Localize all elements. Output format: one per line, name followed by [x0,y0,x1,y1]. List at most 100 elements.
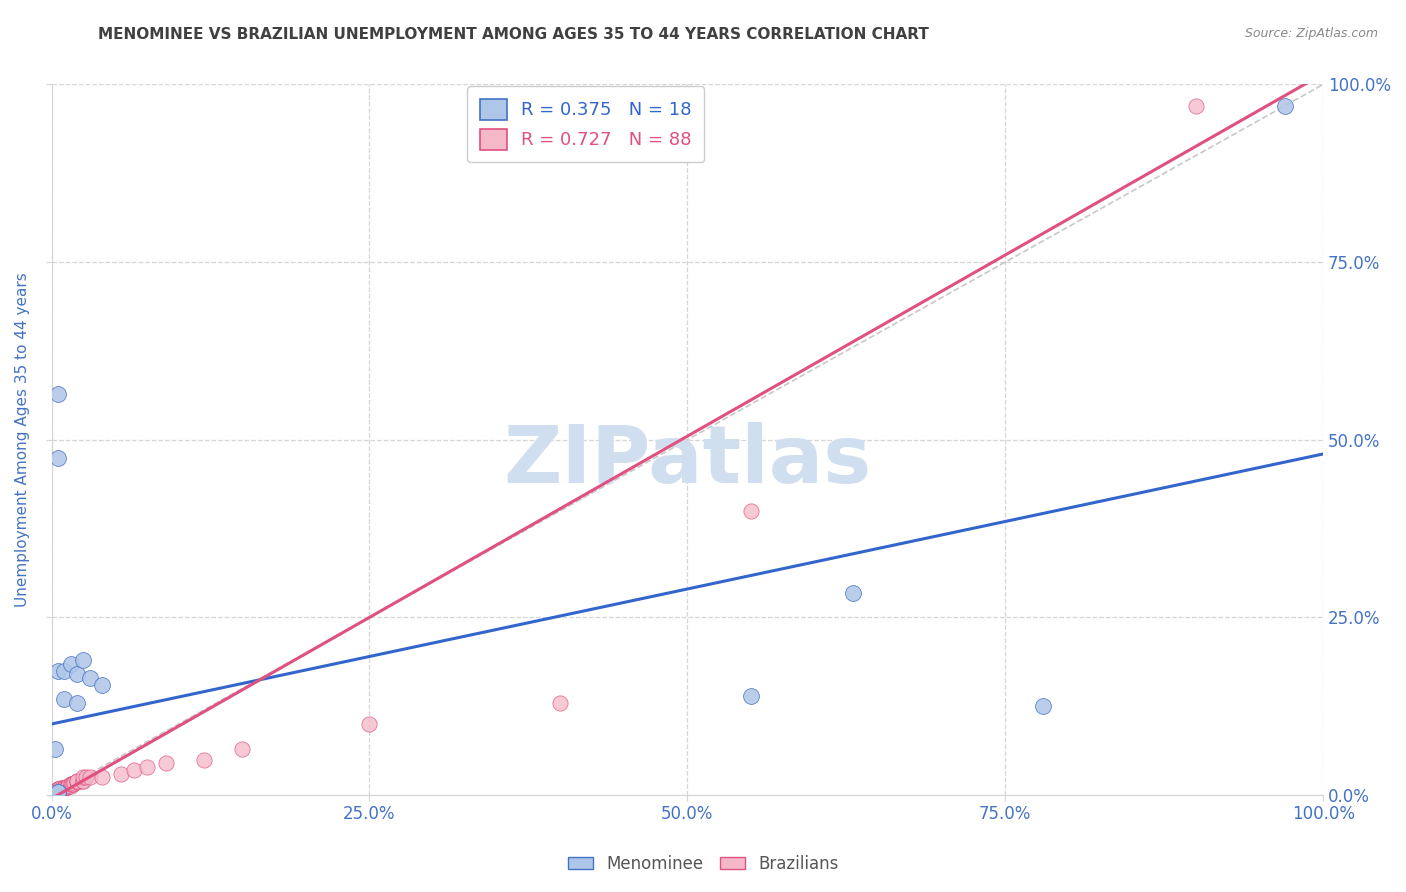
Text: ZIPatlas: ZIPatlas [503,422,872,500]
Point [41,788,63,802]
Point [359,717,381,731]
Point [41,788,63,802]
Point [46,784,69,798]
Point [41,788,63,802]
Point [91,770,114,784]
Point [41,788,63,802]
Point [740,504,762,518]
Point [41,788,63,802]
Point [53,780,76,795]
Point [59,779,82,793]
Point [46,784,69,798]
Point [63,776,86,790]
Point [66,775,89,789]
Point [41,788,63,802]
Point [49,782,72,797]
Point [41,788,63,802]
Point [41,788,63,802]
Point [41,788,63,802]
Point [110,766,132,780]
Point [41,788,63,802]
Point [44,742,66,756]
Point [53,692,76,706]
Point [59,657,82,671]
Point [41,788,63,802]
Point [841,585,863,599]
Point [193,752,215,766]
Point [41,788,63,802]
Point [66,696,89,710]
Point [53,780,76,795]
Point [79,671,101,685]
Point [72,773,94,788]
Point [46,782,69,797]
Point [46,782,69,797]
Point [41,784,63,798]
Point [41,788,63,802]
Point [41,788,63,802]
Point [41,788,63,802]
Point [59,777,82,791]
Point [41,788,63,802]
Point [740,689,762,703]
Point [60,777,83,791]
Point [79,770,101,784]
Point [46,783,69,797]
Point [41,788,63,802]
Point [51,780,73,795]
Point [66,667,89,681]
Point [41,784,63,798]
Point [46,782,69,797]
Point [41,788,63,802]
Point [72,773,94,788]
Point [46,664,69,678]
Point [91,678,114,692]
Point [53,780,76,795]
Point [41,788,63,802]
Point [46,784,69,798]
Point [122,763,145,777]
Point [53,780,76,795]
Point [41,788,63,802]
Point [231,742,253,756]
Point [66,773,89,788]
Point [56,779,79,793]
Point [46,784,69,798]
Point [41,788,63,802]
Legend: Menominee, Brazilians: Menominee, Brazilians [561,848,845,880]
Legend: R = 0.375   N = 18, R = 0.727   N = 88: R = 0.375 N = 18, R = 0.727 N = 88 [467,87,704,162]
Point [56,780,79,794]
Point [53,664,76,678]
Point [41,788,63,802]
Point [59,777,82,791]
Point [41,788,63,802]
Point [66,773,89,788]
Point [41,788,63,802]
Point [46,386,69,401]
Point [41,788,63,802]
Point [41,784,63,798]
Point [135,759,157,773]
Point [41,788,63,802]
Point [46,783,69,797]
Point [46,784,69,798]
Point [41,788,63,802]
Point [75,770,97,784]
Point [53,780,76,795]
Point [1274,99,1296,113]
Point [41,788,63,802]
Point [41,788,63,802]
Point [46,784,69,798]
Point [41,788,63,802]
Point [41,788,63,802]
Point [1032,699,1054,714]
Point [56,780,79,794]
Point [548,696,571,710]
Point [41,788,63,802]
Point [1185,99,1208,113]
Point [41,788,63,802]
Y-axis label: Unemployment Among Ages 35 to 44 years: Unemployment Among Ages 35 to 44 years [15,272,30,607]
Point [62,777,84,791]
Point [41,788,63,802]
Point [53,780,76,795]
